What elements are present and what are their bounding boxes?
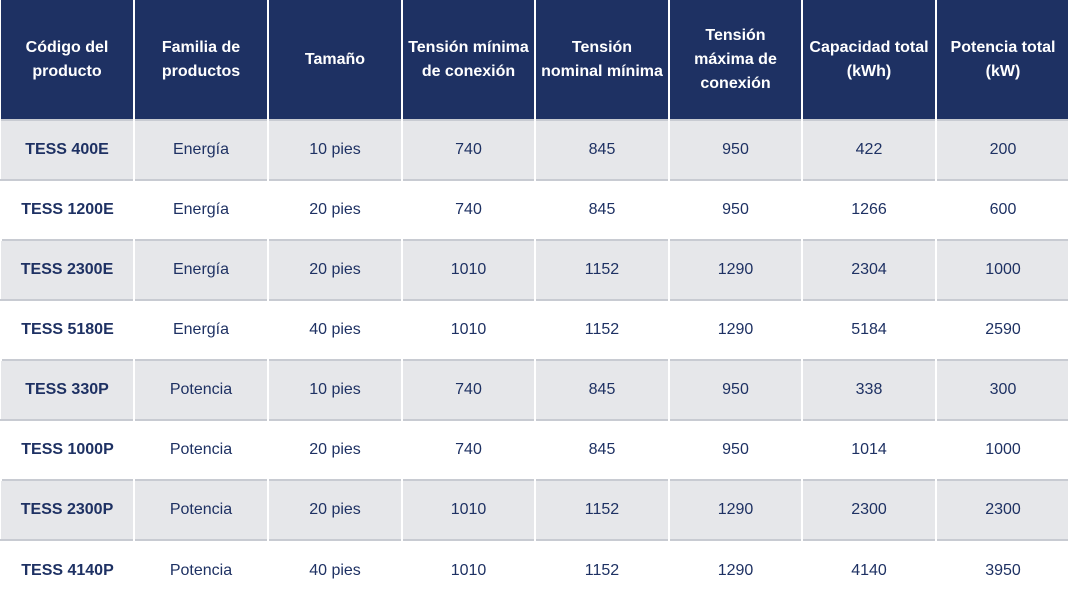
size-cell: 40 pies: [267, 539, 402, 600]
max-connection-voltage-cell: 950: [668, 419, 802, 480]
min-nominal-voltage-cell: 1152: [534, 299, 669, 360]
product-family-cell: Energía: [133, 179, 268, 240]
header-row: Código del producto Familia de productos…: [1, 0, 1068, 120]
min-nominal-voltage-cell: 845: [534, 119, 669, 180]
product-code-cell: TESS 1200E: [0, 179, 134, 240]
max-connection-voltage-cell: 950: [668, 179, 802, 240]
table-header: Código del producto Familia de productos…: [1, 0, 1068, 120]
total-capacity-cell: 1266: [801, 179, 936, 240]
product-code-cell: TESS 5180E: [0, 299, 134, 360]
product-code-cell: TESS 400E: [1, 119, 134, 180]
product-code-cell: TESS 4140P: [0, 539, 134, 600]
header-product-family: Familia de productos: [133, 0, 268, 120]
min-connection-voltage-cell: 740: [401, 119, 535, 180]
size-cell: 40 pies: [267, 299, 402, 360]
header-max-connection-voltage: Tensión máxima de conexión: [668, 0, 802, 120]
max-connection-voltage-cell: 1290: [668, 479, 802, 540]
max-connection-voltage-cell: 1290: [668, 239, 802, 300]
min-nominal-voltage-cell: 1152: [534, 539, 669, 600]
product-code-cell: TESS 1000P: [0, 419, 134, 480]
product-code-cell: TESS 2300P: [1, 479, 134, 540]
table-row: TESS 1000P Potencia 20 pies 740 845 950 1014 10…: [0, 419, 1068, 480]
product-family-cell: Potencia: [133, 539, 268, 600]
total-power-cell: 2590: [935, 299, 1068, 360]
min-connection-voltage-cell: 1010: [401, 539, 535, 600]
min-nominal-voltage-cell: 1152: [534, 479, 669, 540]
min-connection-voltage-cell: 1010: [401, 239, 535, 300]
header-total-capacity: Capacidad total (kWh): [801, 0, 936, 120]
table-row: TESS 2300P Potencia 20 pies 1010 1152 1290 230…: [1, 479, 1068, 540]
total-capacity-cell: 338: [801, 359, 936, 420]
total-power-cell: 3950: [935, 539, 1068, 600]
total-capacity-cell: 1014: [801, 419, 936, 480]
product-family-cell: Potencia: [133, 479, 268, 540]
header-min-nominal-voltage: Tensión nominal mínima: [534, 0, 669, 120]
total-power-cell: 1000: [935, 239, 1068, 300]
total-capacity-cell: 2300: [801, 479, 936, 540]
product-family-cell: Potencia: [133, 359, 268, 420]
total-power-cell: 600: [935, 179, 1068, 240]
table-row: TESS 5180E Energía 40 pies 1010 1152 1290 5184…: [0, 299, 1068, 360]
header-total-power: Potencia total (kW): [935, 0, 1068, 120]
min-connection-voltage-cell: 740: [401, 359, 535, 420]
total-power-cell: 1000: [935, 419, 1068, 480]
min-nominal-voltage-cell: 845: [534, 359, 669, 420]
min-connection-voltage-cell: 1010: [401, 299, 535, 360]
table-row: TESS 330P Potencia 10 pies 740 845 950 338 300: [1, 359, 1068, 420]
header-product-code: Código del producto: [1, 0, 134, 120]
min-connection-voltage-cell: 740: [401, 179, 535, 240]
total-capacity-cell: 422: [801, 119, 936, 180]
max-connection-voltage-cell: 950: [668, 119, 802, 180]
header-min-connection-voltage: Tensión mínima de conexión: [401, 0, 535, 120]
table-row: TESS 4140P Potencia 40 pies 1010 1152 1290 414…: [0, 539, 1068, 600]
total-power-cell: 200: [935, 119, 1068, 180]
max-connection-voltage-cell: 950: [668, 359, 802, 420]
min-connection-voltage-cell: 740: [401, 419, 535, 480]
size-cell: 20 pies: [267, 239, 402, 300]
size-cell: 20 pies: [267, 179, 402, 240]
header-size: Tamaño: [267, 0, 402, 120]
table-row: TESS 2300E Energía 20 pies 1010 1152 1290 2304…: [1, 239, 1068, 300]
product-code-cell: TESS 330P: [1, 359, 134, 420]
size-cell: 20 pies: [267, 479, 402, 540]
table-row: TESS 1200E Energía 20 pies 740 845 950 1266 600: [0, 179, 1068, 240]
total-capacity-cell: 5184: [801, 299, 936, 360]
total-capacity-cell: 2304: [801, 239, 936, 300]
size-cell: 10 pies: [267, 119, 402, 180]
product-family-cell: Potencia: [133, 419, 268, 480]
table-row: TESS 400E Energía 10 pies 740 845 950 422 200: [1, 119, 1068, 180]
min-connection-voltage-cell: 1010: [401, 479, 535, 540]
total-power-cell: 2300: [935, 479, 1068, 540]
product-family-cell: Energía: [133, 299, 268, 360]
size-cell: 20 pies: [267, 419, 402, 480]
total-power-cell: 300: [935, 359, 1068, 420]
product-family-cell: Energía: [133, 119, 268, 180]
product-family-cell: Energía: [133, 239, 268, 300]
min-nominal-voltage-cell: 845: [534, 419, 669, 480]
table-body: TESS 400E Energía 10 pies 740 845 950 422 200 TE…: [0, 119, 1068, 600]
min-nominal-voltage-cell: 845: [534, 179, 669, 240]
size-cell: 10 pies: [267, 359, 402, 420]
min-nominal-voltage-cell: 1152: [534, 239, 669, 300]
product-code-cell: TESS 2300E: [1, 239, 134, 300]
max-connection-voltage-cell: 1290: [668, 539, 802, 600]
total-capacity-cell: 4140: [801, 539, 936, 600]
max-connection-voltage-cell: 1290: [668, 299, 802, 360]
